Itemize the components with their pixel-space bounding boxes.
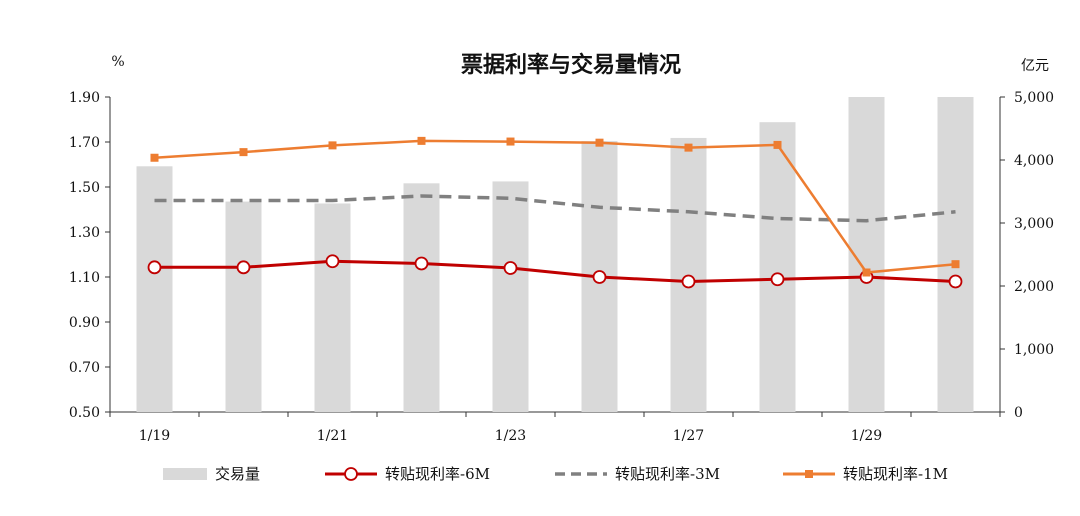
volume-bar: [314, 203, 351, 412]
rate-1m-marker: [862, 268, 871, 277]
x-tick-label: 1/23: [495, 428, 526, 444]
legend-label: 转贴现利率-1M: [843, 465, 948, 483]
left-axis-unit: %: [111, 54, 124, 70]
rate-6m-marker: [681, 274, 696, 289]
right-y-tick-label: 3,000: [1014, 216, 1054, 232]
rate-1m-marker: [239, 148, 248, 157]
left-y-tick-label: 0.50: [69, 405, 100, 421]
rate-6m-marker: [948, 274, 963, 289]
right-y-tick-label: 5,000: [1014, 90, 1054, 106]
rate-6m-marker: [503, 261, 518, 275]
volume-bar: [492, 181, 529, 412]
rate-6m-marker: [592, 270, 607, 284]
rate-1m-marker: [328, 141, 337, 150]
legend-marker-rate-6m: [344, 467, 358, 481]
volume-bar: [136, 166, 173, 412]
rate-1m-marker: [150, 153, 159, 162]
line-series-layer: [147, 136, 963, 289]
legend: 交易量 转贴现利率-6M 转贴现利率-3M 转贴现利率-1M: [163, 465, 948, 483]
legend-label: 交易量: [215, 465, 260, 483]
volume-bar: [225, 201, 262, 412]
left-y-tick-label: 1.70: [69, 135, 100, 151]
x-tick-label: 1/29: [851, 428, 882, 444]
x-tick-label: 1/19: [139, 428, 170, 444]
left-y-tick-label: 1.10: [69, 270, 100, 286]
left-y-tick-label: 1.30: [69, 225, 100, 241]
rate-1m-marker: [684, 143, 693, 152]
rate-6m-marker: [236, 260, 251, 275]
rate-6m-marker: [414, 256, 429, 271]
volume-bar: [403, 183, 440, 412]
right-y-tick-label: 4,000: [1014, 153, 1054, 169]
left-y-tick-label: 0.70: [69, 360, 100, 376]
legend-swatch-volume: [163, 468, 207, 480]
rate-1m-line: [154, 139, 956, 274]
rate-3m-line: [154, 194, 956, 223]
tick-label-layer: 0.50 0.70 0.90 1.10 1.30 1.50 1.70 1.90 0 1,000 2,…: [69, 90, 1054, 444]
volume-bar: [937, 97, 974, 412]
right-y-tick-label: 1,000: [1014, 342, 1054, 358]
chart-title: 票据利率与交易量情况: [461, 52, 681, 78]
legend-label: 转贴现利率-3M: [615, 465, 720, 483]
volume-bar: [759, 122, 796, 412]
x-tick-label: 1/27: [673, 428, 704, 444]
right-y-tick-label: 0: [1014, 405, 1023, 421]
x-tick-label: 1/21: [317, 428, 348, 444]
left-y-tick-label: 1.90: [69, 90, 100, 106]
rate-1m-marker: [417, 136, 426, 145]
rate-1m-marker: [506, 137, 515, 146]
legend-label: 转贴现利率-6M: [385, 465, 490, 483]
left-y-tick-label: 0.90: [69, 315, 100, 331]
rate-6m-line: [154, 259, 956, 283]
rate-6m-marker: [147, 260, 162, 275]
rate-6m-marker: [325, 254, 340, 269]
rate-1m-marker: [773, 140, 782, 149]
rate-1m-marker: [951, 260, 960, 269]
right-y-tick-label: 2,000: [1014, 279, 1054, 295]
left-y-tick-label: 1.50: [69, 180, 100, 196]
legend-marker-rate-1m: [805, 470, 813, 478]
rate-6m-marker: [770, 272, 785, 287]
bar-series-layer: [136, 97, 974, 412]
right-axis-unit: 亿元: [1021, 58, 1049, 74]
rate-1m-marker: [595, 138, 604, 147]
